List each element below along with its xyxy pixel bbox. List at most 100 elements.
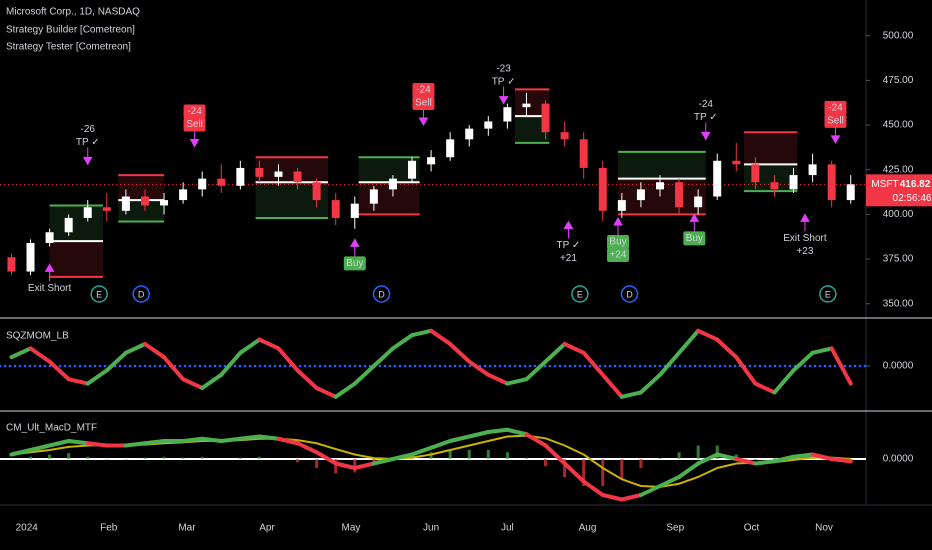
- squeeze-dot: [118, 364, 122, 368]
- x-tick-label: May: [342, 523, 361, 534]
- momentum-segment: [486, 372, 510, 386]
- momentum-segment: [543, 342, 567, 364]
- squeeze-dot: [128, 364, 132, 368]
- candle-body: [789, 175, 798, 190]
- squeeze-dot: [713, 364, 717, 368]
- histogram-bar: [257, 456, 261, 459]
- candle-body: [446, 139, 455, 158]
- histogram-bar: [143, 457, 147, 459]
- momentum-segment: [142, 342, 167, 360]
- macd-segment: [753, 459, 777, 466]
- candle-body: [522, 103, 531, 108]
- x-tick-label: Nov: [815, 523, 833, 534]
- squeeze-dot: [258, 364, 262, 368]
- squeeze-dot: [283, 364, 287, 368]
- momentum-segment: [371, 346, 395, 368]
- squeeze-dot: [153, 364, 157, 368]
- momentum-segment: [66, 377, 90, 386]
- zone-upper: [618, 151, 706, 179]
- histogram-bar: [486, 450, 490, 459]
- event-label: D: [626, 289, 633, 299]
- candle-body: [808, 164, 817, 176]
- macd-segment: [772, 454, 796, 464]
- macd-segment: [295, 441, 319, 455]
- squeeze-dot: [503, 364, 507, 368]
- macd-segment: [9, 448, 33, 457]
- momentum-segment: [715, 337, 739, 360]
- signal-arrow: [189, 129, 200, 148]
- candle-body: [427, 157, 436, 165]
- signal-arrow: [800, 213, 810, 232]
- candle-body: [675, 182, 684, 208]
- histogram-bar: [753, 459, 757, 460]
- macd-segment: [333, 461, 357, 470]
- histogram-bar: [524, 457, 528, 459]
- candle-body: [64, 217, 73, 233]
- squeeze-dot: [123, 364, 127, 368]
- macd-segment: [696, 452, 720, 466]
- squeeze-dot: [388, 364, 392, 368]
- macd-segment: [410, 445, 434, 457]
- momentum-segment: [352, 364, 376, 386]
- momentum-segment: [257, 337, 281, 351]
- squeeze-dot: [428, 364, 432, 368]
- squeeze-dot: [313, 364, 317, 368]
- y-tick-label: 450.00: [883, 120, 914, 131]
- squeeze-dot: [103, 364, 107, 368]
- squeeze-dot: [348, 364, 352, 368]
- macd-segment: [657, 475, 682, 488]
- x-tick-label: Mar: [178, 523, 196, 534]
- squeeze-dot: [673, 364, 677, 368]
- macd-segment: [524, 432, 548, 448]
- squeeze-dot: [483, 364, 487, 368]
- histogram-bar: [505, 452, 509, 459]
- squeeze-dot: [513, 364, 517, 368]
- event-marker: [620, 285, 639, 303]
- squeeze-dot: [243, 364, 247, 368]
- momentum-segment: [524, 359, 548, 382]
- histogram-bar: [772, 458, 776, 459]
- signal-label: +23: [796, 246, 813, 257]
- squeeze-dot: [553, 364, 557, 368]
- y-tick-label: 400.00: [883, 209, 914, 220]
- squeeze-dot: [68, 364, 72, 368]
- zone-lower: [49, 241, 104, 277]
- macd-segment: [276, 436, 300, 446]
- squeeze-dot: [8, 364, 12, 368]
- zone-upper: [743, 132, 798, 165]
- squeeze-dot: [823, 364, 827, 368]
- indicator-name: Strategy Builder [Cometreon]: [6, 25, 135, 36]
- squeeze-dot: [38, 364, 42, 368]
- x-tick-label: Oct: [744, 523, 760, 534]
- macd-segment: [791, 452, 815, 459]
- squeeze-dot: [653, 364, 657, 368]
- histogram-bar: [658, 458, 662, 459]
- macd-segment: [47, 439, 71, 448]
- signal-label: TP ✓: [557, 240, 581, 251]
- squeeze-dot: [458, 364, 462, 368]
- squeeze-dot: [73, 364, 77, 368]
- histogram-bar: [639, 459, 643, 468]
- histogram-bar: [67, 453, 71, 459]
- signal-arrow: [82, 147, 93, 166]
- candle-body: [255, 167, 264, 177]
- histogram-bar: [29, 456, 33, 459]
- event-marker: [132, 285, 150, 303]
- candle-body: [636, 189, 645, 201]
- squeeze-dot: [608, 364, 612, 368]
- momentum-segment: [677, 328, 701, 355]
- signal-label: -24: [187, 106, 202, 117]
- signal-label: Sell: [415, 98, 432, 109]
- signal-label: Buy: [346, 258, 363, 269]
- squeeze-dot: [98, 364, 102, 368]
- macd-segment: [638, 484, 662, 497]
- squeeze-dot: [488, 364, 492, 368]
- signal-label: Exit Short: [28, 283, 72, 294]
- candle-body: [694, 196, 703, 208]
- macd-segment: [448, 434, 472, 443]
- squeeze-dot: [393, 364, 397, 368]
- histogram-bar: [582, 459, 586, 486]
- histogram-bar: [467, 450, 471, 459]
- squeeze-dot: [518, 364, 522, 368]
